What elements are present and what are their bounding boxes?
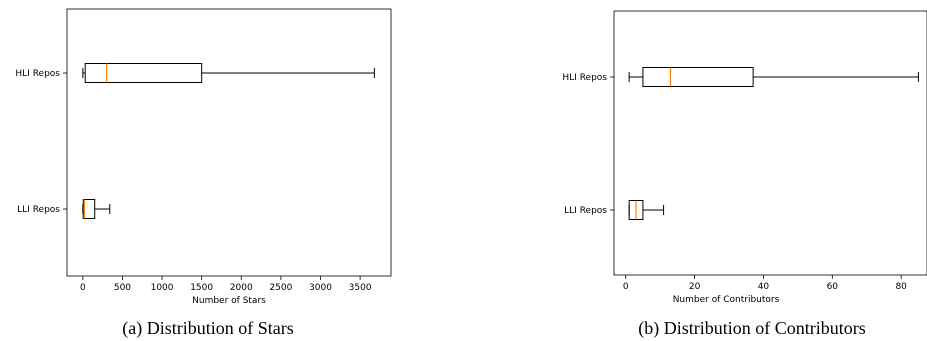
x-tick-label: 3500 [349,283,372,293]
x-tick-label: 40 [758,282,770,292]
x-tick-label: 1500 [190,283,213,293]
x-tick-label: 0 [80,283,86,293]
x-tick-label: 500 [114,283,131,293]
x-tick-label: 20 [689,282,701,292]
y-tick-label: LLI Repos [564,206,607,216]
x-tick-label: 3000 [309,283,332,293]
hli-repos-box [84,63,203,83]
x-tick-label: 2000 [230,283,253,293]
chart-panel-contributors: 0 20 40 60 80 Number of Contributors HLI Repos… [562,10,927,339]
chart-panel-stars: 0 500 1000 1500 2000 2500 3000 3500 Number of St… [15,8,392,339]
plot-frame [66,8,392,277]
figure-caption: (b) Distribution of Contributors [638,318,866,339]
y-tick-label: HLI Repos [562,73,607,83]
x-tick-label: 0 [623,282,629,292]
hli-repos-box [642,67,754,87]
x-axis-label: Number of Contributors [673,295,780,305]
x-tick-label: 2500 [269,283,292,293]
y-tick-label: LLI Repos [17,205,60,215]
x-axis-label: Number of Stars [192,296,266,306]
figure-caption: (a) Distribution of Stars [122,318,293,339]
lli-repos-box [82,199,96,219]
x-tick-label: 1000 [151,283,174,293]
x-tick-label: 80 [895,282,907,292]
x-tick-label: 60 [827,282,839,292]
plot-frame [613,10,927,276]
y-tick-label: HLI Repos [15,69,60,79]
